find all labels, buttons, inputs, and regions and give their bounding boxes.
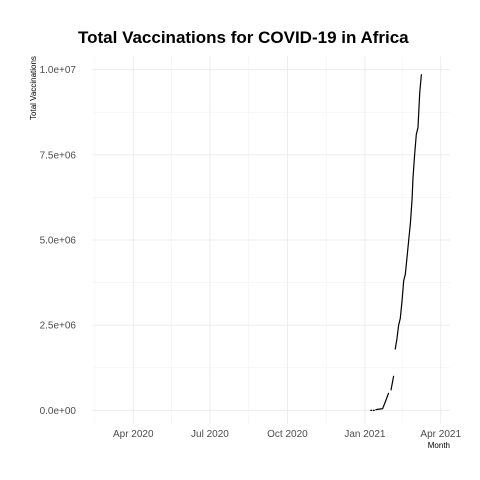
grid bbox=[92, 56, 450, 424]
y-tick-label: 1.0e+07 bbox=[40, 65, 77, 76]
chart-title: Total Vaccinations for COVID-19 in Afric… bbox=[78, 28, 409, 47]
x-tick-label: Apr 2020 bbox=[113, 429, 154, 440]
y-tick-label: 0.0e+00 bbox=[40, 406, 77, 417]
series-line-segment bbox=[390, 375, 395, 391]
x-tick-label: Jul 2020 bbox=[191, 429, 229, 440]
x-tick-label: Apr 2021 bbox=[420, 429, 461, 440]
series-line-segment bbox=[375, 392, 390, 411]
series-line-segment bbox=[394, 74, 422, 350]
x-tick-label: Oct 2020 bbox=[267, 429, 308, 440]
x-axis-label: Month bbox=[428, 441, 450, 450]
y-axis-label: Total Vaccinations bbox=[29, 56, 38, 120]
series-layer bbox=[370, 74, 422, 411]
y-tick-label: 7.5e+06 bbox=[40, 150, 77, 161]
y-tick-label: 2.5e+06 bbox=[40, 321, 77, 332]
y-tick-label: 5.0e+06 bbox=[40, 236, 77, 247]
axis-ticks: 0.0e+00 2.5e+06 5.0e+06 7.5e+06 1.0e+07 Apr 2… bbox=[40, 65, 462, 440]
x-tick-label: Jan 2021 bbox=[344, 429, 386, 440]
